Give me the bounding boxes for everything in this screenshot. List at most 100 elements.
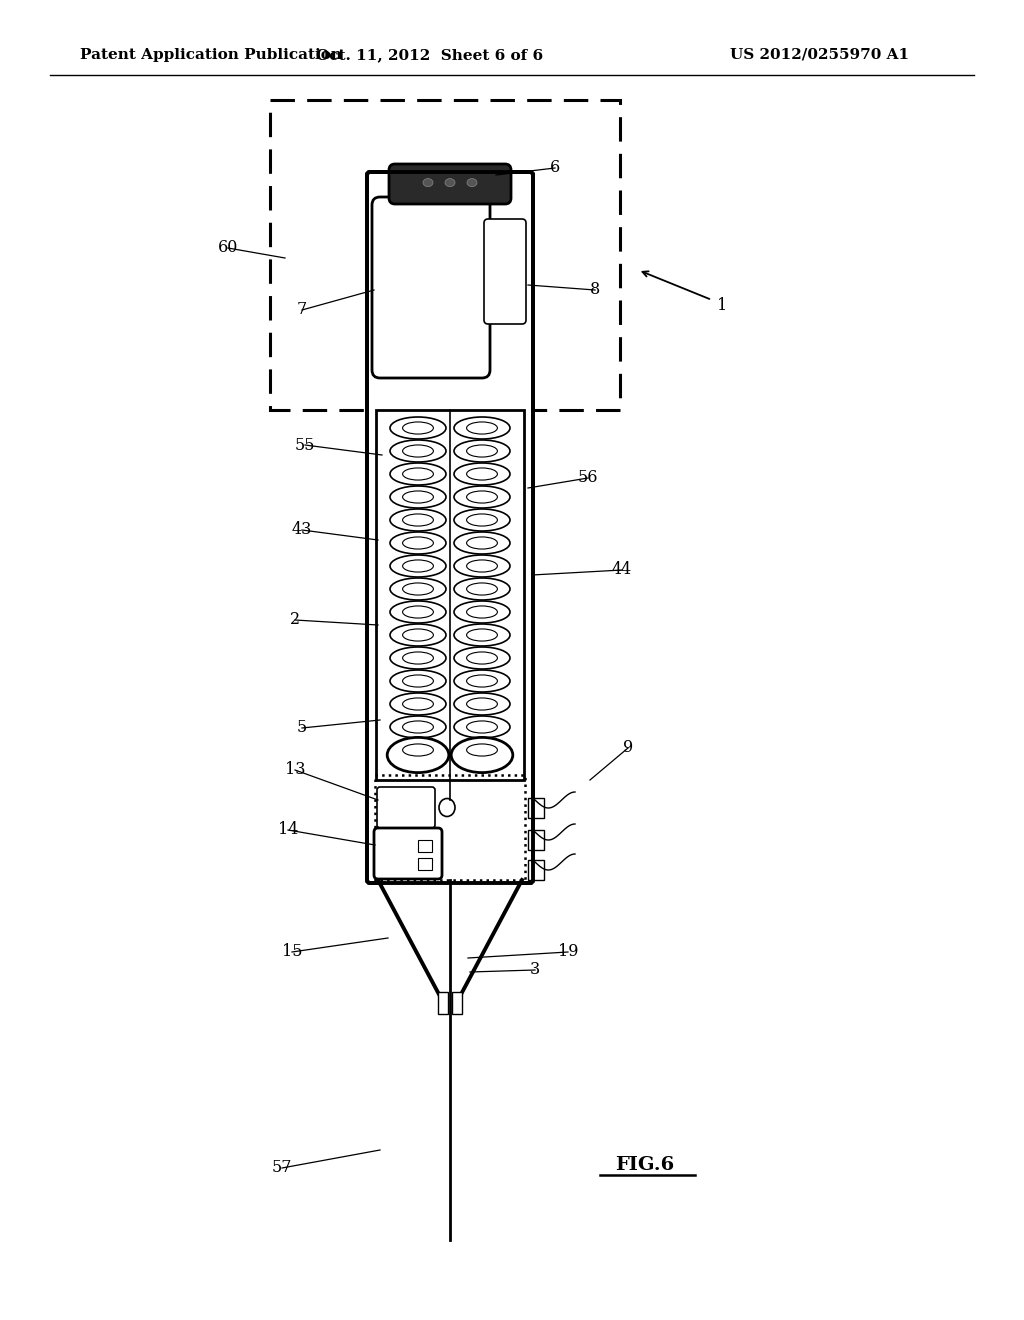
Ellipse shape: [454, 554, 510, 577]
Ellipse shape: [402, 469, 433, 480]
Bar: [452, 993, 462, 1014]
Text: 2: 2: [290, 611, 300, 628]
Ellipse shape: [390, 417, 446, 440]
Ellipse shape: [402, 652, 433, 664]
Text: 14: 14: [278, 821, 298, 838]
Ellipse shape: [390, 739, 446, 762]
Ellipse shape: [454, 739, 510, 762]
Text: 60: 60: [218, 239, 239, 256]
Ellipse shape: [402, 606, 433, 618]
Text: 8: 8: [590, 281, 600, 298]
Bar: [376, 411, 524, 780]
Text: 19: 19: [558, 944, 579, 961]
Ellipse shape: [390, 715, 446, 738]
Ellipse shape: [390, 601, 446, 623]
Ellipse shape: [467, 178, 477, 186]
Text: Patent Application Publication: Patent Application Publication: [80, 48, 342, 62]
Ellipse shape: [467, 721, 498, 733]
Ellipse shape: [390, 486, 446, 508]
Ellipse shape: [467, 422, 498, 434]
FancyBboxPatch shape: [374, 828, 442, 879]
Ellipse shape: [454, 624, 510, 645]
FancyBboxPatch shape: [367, 172, 534, 883]
Ellipse shape: [467, 513, 498, 527]
Ellipse shape: [402, 491, 433, 503]
Ellipse shape: [402, 445, 433, 457]
Text: 7: 7: [297, 301, 307, 318]
Ellipse shape: [390, 578, 446, 601]
Bar: [375, 775, 525, 880]
Ellipse shape: [390, 624, 446, 645]
Text: 44: 44: [612, 561, 632, 578]
Ellipse shape: [390, 671, 446, 692]
Ellipse shape: [402, 675, 433, 686]
Text: Oct. 11, 2012  Sheet 6 of 6: Oct. 11, 2012 Sheet 6 of 6: [316, 48, 544, 62]
Ellipse shape: [454, 578, 510, 601]
Text: 15: 15: [282, 944, 302, 961]
Ellipse shape: [454, 647, 510, 669]
FancyBboxPatch shape: [389, 164, 511, 205]
Ellipse shape: [467, 560, 498, 572]
Ellipse shape: [454, 486, 510, 508]
Ellipse shape: [454, 671, 510, 692]
FancyBboxPatch shape: [484, 219, 526, 323]
Ellipse shape: [454, 601, 510, 623]
Ellipse shape: [402, 698, 433, 710]
Text: 13: 13: [285, 762, 305, 779]
Ellipse shape: [439, 799, 455, 817]
Polygon shape: [380, 880, 520, 1001]
Bar: [418, 858, 432, 870]
Ellipse shape: [390, 532, 446, 554]
Text: 6: 6: [550, 160, 560, 177]
Text: 3: 3: [529, 961, 540, 978]
Text: 57: 57: [271, 1159, 292, 1176]
Bar: [528, 830, 544, 850]
Ellipse shape: [402, 513, 433, 527]
Ellipse shape: [402, 628, 433, 642]
Ellipse shape: [402, 583, 433, 595]
Text: 1: 1: [717, 297, 727, 314]
Ellipse shape: [390, 463, 446, 484]
Ellipse shape: [467, 469, 498, 480]
Ellipse shape: [402, 721, 433, 733]
Ellipse shape: [467, 606, 498, 618]
Ellipse shape: [390, 693, 446, 715]
Bar: [528, 861, 544, 880]
Ellipse shape: [452, 738, 513, 772]
Text: US 2012/0255970 A1: US 2012/0255970 A1: [730, 48, 909, 62]
Text: 5: 5: [297, 719, 307, 737]
Bar: [528, 799, 544, 818]
Text: 55: 55: [295, 437, 315, 454]
Ellipse shape: [454, 463, 510, 484]
Ellipse shape: [467, 583, 498, 595]
Ellipse shape: [390, 440, 446, 462]
Text: 56: 56: [578, 470, 598, 487]
Ellipse shape: [454, 693, 510, 715]
Ellipse shape: [467, 698, 498, 710]
Ellipse shape: [390, 647, 446, 669]
Ellipse shape: [454, 440, 510, 462]
Ellipse shape: [454, 715, 510, 738]
Ellipse shape: [467, 491, 498, 503]
Bar: [418, 840, 432, 851]
Bar: [270, 100, 620, 411]
Ellipse shape: [402, 537, 433, 549]
FancyBboxPatch shape: [377, 787, 435, 828]
Text: 9: 9: [623, 739, 633, 756]
Ellipse shape: [390, 510, 446, 531]
Ellipse shape: [402, 560, 433, 572]
Ellipse shape: [387, 738, 449, 772]
Ellipse shape: [454, 417, 510, 440]
Ellipse shape: [402, 744, 433, 756]
Text: FIG.6: FIG.6: [615, 1156, 675, 1173]
Bar: [438, 993, 449, 1014]
Ellipse shape: [390, 554, 446, 577]
Ellipse shape: [423, 178, 433, 186]
Ellipse shape: [445, 178, 455, 186]
FancyBboxPatch shape: [372, 197, 490, 378]
Ellipse shape: [467, 445, 498, 457]
Ellipse shape: [454, 532, 510, 554]
Ellipse shape: [467, 744, 498, 756]
Ellipse shape: [402, 422, 433, 434]
Ellipse shape: [467, 537, 498, 549]
